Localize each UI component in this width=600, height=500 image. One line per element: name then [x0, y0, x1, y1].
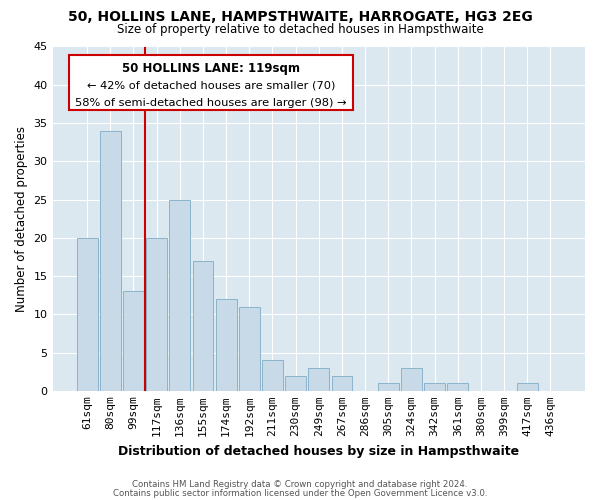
- Bar: [169, 200, 190, 391]
- Bar: [401, 368, 422, 391]
- Bar: [100, 130, 121, 391]
- Bar: [77, 238, 98, 391]
- Bar: [378, 383, 398, 391]
- Bar: [193, 260, 214, 391]
- Bar: [262, 360, 283, 391]
- Text: 58% of semi-detached houses are larger (98) →: 58% of semi-detached houses are larger (…: [75, 98, 347, 108]
- Text: Size of property relative to detached houses in Hampsthwaite: Size of property relative to detached ho…: [116, 22, 484, 36]
- Text: 50 HOLLINS LANE: 119sqm: 50 HOLLINS LANE: 119sqm: [122, 62, 300, 75]
- Bar: [308, 368, 329, 391]
- Bar: [285, 376, 306, 391]
- Bar: [146, 238, 167, 391]
- Bar: [448, 383, 468, 391]
- Bar: [123, 292, 144, 391]
- Bar: [424, 383, 445, 391]
- Text: 50, HOLLINS LANE, HAMPSTHWAITE, HARROGATE, HG3 2EG: 50, HOLLINS LANE, HAMPSTHWAITE, HARROGAT…: [68, 10, 532, 24]
- Y-axis label: Number of detached properties: Number of detached properties: [15, 126, 28, 312]
- X-axis label: Distribution of detached houses by size in Hampsthwaite: Distribution of detached houses by size …: [118, 444, 520, 458]
- Bar: [216, 299, 236, 391]
- Text: Contains HM Land Registry data © Crown copyright and database right 2024.: Contains HM Land Registry data © Crown c…: [132, 480, 468, 489]
- Bar: [517, 383, 538, 391]
- Text: Contains public sector information licensed under the Open Government Licence v3: Contains public sector information licen…: [113, 488, 487, 498]
- FancyBboxPatch shape: [68, 55, 353, 110]
- Bar: [239, 306, 260, 391]
- Text: ← 42% of detached houses are smaller (70): ← 42% of detached houses are smaller (70…: [87, 81, 335, 91]
- Bar: [332, 376, 352, 391]
